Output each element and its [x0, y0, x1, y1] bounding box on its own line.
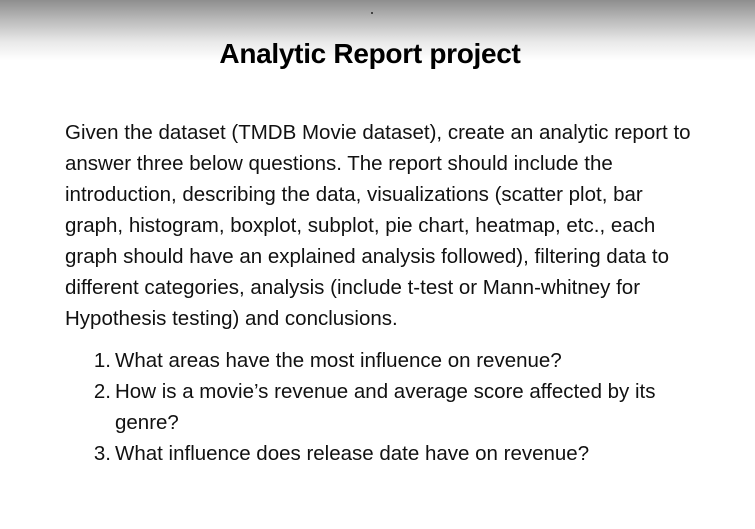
page-title: Analytic Report project [219, 38, 521, 69]
description-paragraph: Given the dataset (TMDB Movie dataset), … [65, 121, 691, 330]
list-item-number: 2. [93, 380, 111, 403]
list-item-text: What influence does release date have on… [115, 442, 590, 465]
list-item-number: 3. [93, 442, 111, 465]
list-item-text: How is a movie’s revenue and average sco… [115, 380, 656, 434]
list-item-number: 1. [93, 349, 111, 372]
list-item: 3. What influence does release date have… [65, 438, 705, 469]
list-item-text: What areas have the most influence on re… [115, 349, 562, 372]
top-shadow-band [0, 0, 755, 60]
question-list: 1. What areas have the most influence on… [65, 345, 705, 469]
top-dot-mark [371, 12, 373, 14]
list-item: 1. What areas have the most influence on… [65, 345, 705, 376]
list-item: 2. How is a movie’s revenue and average … [65, 376, 705, 438]
